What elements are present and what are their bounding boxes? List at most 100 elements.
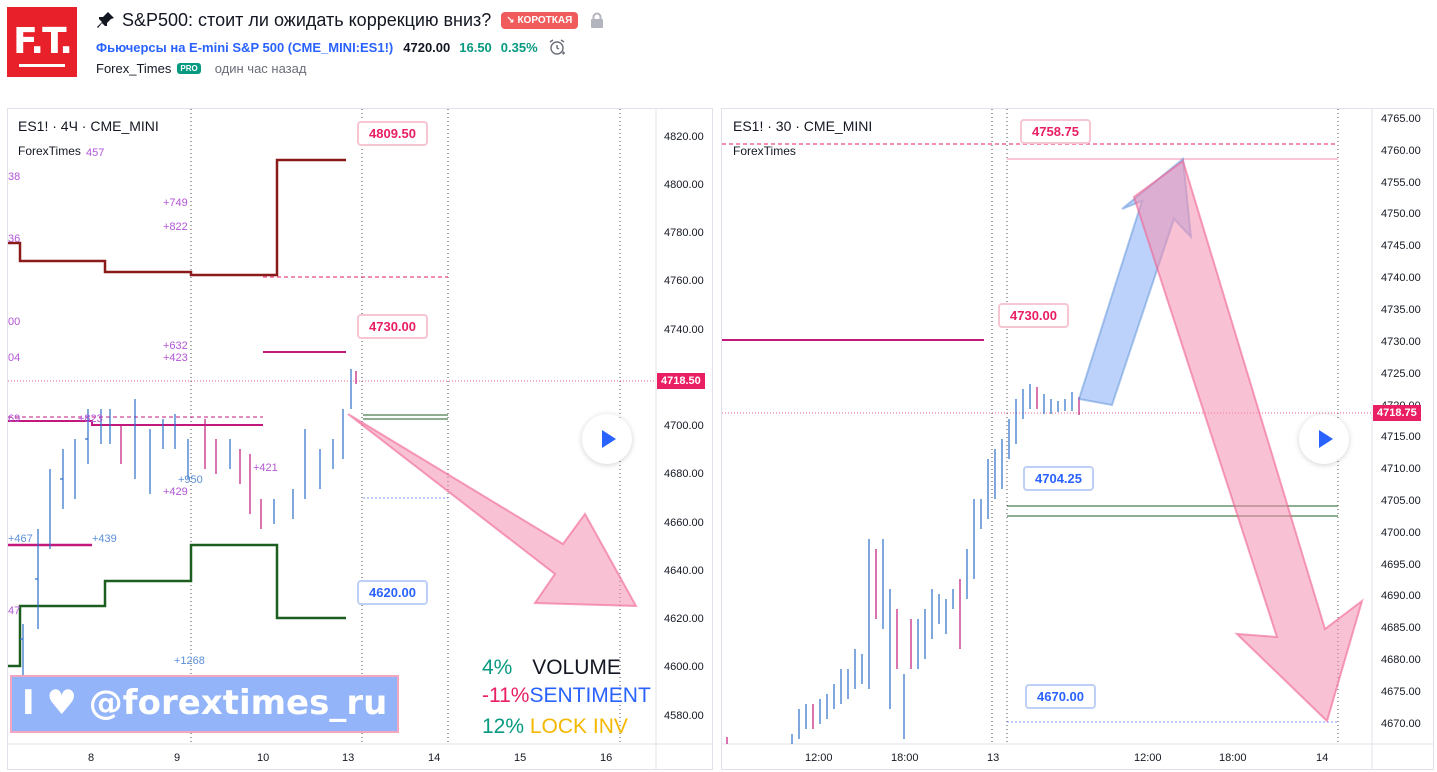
svg-text:18:00: 18:00 xyxy=(891,752,919,764)
play-button-4h[interactable] xyxy=(582,414,632,464)
svg-text:4640.00: 4640.00 xyxy=(664,565,704,577)
ann-36: 36 xyxy=(8,233,20,245)
price-tag-4704: 4704.25 xyxy=(1023,466,1094,491)
price-tag-4670: 4670.00 xyxy=(1025,684,1096,709)
ann-1268: +1268 xyxy=(174,655,205,667)
svg-text:10: 10 xyxy=(257,752,269,764)
symbol-change-percent: 0.35% xyxy=(500,39,538,55)
stat-volume-label: VOLUME xyxy=(532,656,621,679)
chart-30m-title: ES1! · 30 · CME_MINI xyxy=(733,118,873,134)
svg-text:12:00: 12:00 xyxy=(1134,752,1162,764)
svg-text:13: 13 xyxy=(987,752,999,764)
svg-text:18:00: 18:00 xyxy=(1219,752,1247,764)
svg-text:4740.00: 4740.00 xyxy=(664,324,704,336)
svg-text:4685.00: 4685.00 xyxy=(1381,622,1421,634)
svg-text:14: 14 xyxy=(428,752,440,764)
svg-text:4700.00: 4700.00 xyxy=(1381,527,1421,539)
lock-icon xyxy=(591,12,604,28)
stat-sentiment: -11%SENTIMENT xyxy=(482,684,651,708)
ann-421: +421 xyxy=(253,462,278,474)
svg-text:4725.00: 4725.00 xyxy=(1381,368,1421,380)
stat-volume-pct: 4% xyxy=(482,656,513,679)
watermark-banner: I ♥ @forextimes_ru xyxy=(10,675,399,733)
chart-30m[interactable]: 4765.00 4760.00 4755.00 4750.00 4745.00 4740… xyxy=(721,108,1434,770)
ann-429: +429 xyxy=(163,486,188,498)
svg-text:4760.00: 4760.00 xyxy=(664,275,704,287)
idea-header: S&P500: стоит ли ожидать коррекцию вниз?… xyxy=(96,8,1096,78)
svg-text:4700.00: 4700.00 xyxy=(664,420,704,432)
price-tag-4809: 4809.50 xyxy=(357,121,428,146)
svg-text:4800.00: 4800.00 xyxy=(664,179,704,191)
price-tag-4758: 4758.75 xyxy=(1020,119,1091,144)
svg-text:4580.00: 4580.00 xyxy=(664,710,704,722)
stat-sentiment-pct: -11% xyxy=(482,684,530,707)
ann-439: +439 xyxy=(92,533,117,545)
price-tag-4730-right: 4730.00 xyxy=(998,303,1069,328)
svg-text:4705.00: 4705.00 xyxy=(1381,495,1421,507)
current-price-30m: 4718.75 xyxy=(1373,405,1421,421)
svg-text:4820.00: 4820.00 xyxy=(664,131,704,143)
logo-text: F.T. xyxy=(13,21,73,62)
logo-underline xyxy=(19,64,65,67)
ann-69: 69 xyxy=(8,413,20,425)
ann-47: 47 xyxy=(8,605,20,617)
ann-822: +822 xyxy=(163,221,188,233)
chart-4h-canvas: 457 38 +749 +822 36 00 +632 +423 04 69 +… xyxy=(8,109,712,769)
symbol-change: 16.50 xyxy=(459,39,492,55)
symbol-link[interactable]: Фьючерсы на E-mini S&P 500 (CME_MINI:ES1… xyxy=(96,39,394,55)
svg-text:4690.00: 4690.00 xyxy=(1381,590,1421,602)
svg-text:4695.00: 4695.00 xyxy=(1381,559,1421,571)
chart-30m-subtitle: ForexTimes xyxy=(733,144,796,158)
svg-text:4730.00: 4730.00 xyxy=(1381,336,1421,348)
svg-text:15: 15 xyxy=(514,752,526,764)
short-badge: ↘ КОРОТКАЯ xyxy=(501,11,579,29)
ann-467: +467 xyxy=(8,533,33,545)
svg-text:4670.00: 4670.00 xyxy=(1381,718,1421,730)
svg-text:4750.00: 4750.00 xyxy=(1381,208,1421,220)
author-name[interactable]: Forex_Times xyxy=(96,60,172,76)
svg-text:4765.00: 4765.00 xyxy=(1381,113,1421,125)
chart-4h[interactable]: 457 38 +749 +822 36 00 +632 +423 04 69 +… xyxy=(7,108,713,770)
ann-38: 38 xyxy=(8,171,20,183)
chart-4h-subtitle: ForexTimes xyxy=(18,144,81,158)
current-price-4h: 4718.50 xyxy=(657,373,705,389)
svg-text:4660.00: 4660.00 xyxy=(664,517,704,529)
ann-457: 457 xyxy=(86,147,104,159)
svg-text:4675.00: 4675.00 xyxy=(1381,686,1421,698)
price-tag-4620: 4620.00 xyxy=(357,580,428,605)
svg-text:9: 9 xyxy=(174,752,180,764)
stat-lock-label: LOCK INV xyxy=(529,715,628,738)
ann-749: +749 xyxy=(163,197,188,209)
svg-text:4780.00: 4780.00 xyxy=(664,227,704,239)
svg-text:4600.00: 4600.00 xyxy=(664,661,704,673)
svg-text:13: 13 xyxy=(342,752,354,764)
forextimes-logo[interactable]: F.T. xyxy=(7,7,77,77)
stat-lock-inv: 12% LOCK INV xyxy=(482,715,628,739)
svg-text:12:00: 12:00 xyxy=(805,752,833,764)
svg-text:4740.00: 4740.00 xyxy=(1381,272,1421,284)
idea-title: S&P500: стоит ли ожидать коррекцию вниз? xyxy=(122,9,492,30)
svg-text:4680.00: 4680.00 xyxy=(664,468,704,480)
pro-badge: PRO xyxy=(177,62,201,74)
symbol-price: 4720.00 xyxy=(403,39,451,55)
price-axis-30m: 4765.00 4760.00 4755.00 4750.00 4745.00 4740… xyxy=(1381,113,1421,730)
price-tag-4730-left: 4730.00 xyxy=(357,314,428,339)
svg-text:4755.00: 4755.00 xyxy=(1381,177,1421,189)
pin-icon xyxy=(97,12,114,28)
svg-text:4745.00: 4745.00 xyxy=(1381,240,1421,252)
svg-text:14: 14 xyxy=(1316,752,1328,764)
chart-4h-title: ES1! · 4Ч · CME_MINI xyxy=(18,118,159,134)
svg-text:4710.00: 4710.00 xyxy=(1381,463,1421,475)
svg-text:4760.00: 4760.00 xyxy=(1381,145,1421,157)
ann-04: 04 xyxy=(8,352,20,364)
time-axis-4h: 8 9 10 13 14 15 16 xyxy=(88,752,612,764)
svg-text:4620.00: 4620.00 xyxy=(664,613,704,625)
stat-lock-pct: 12% xyxy=(482,715,525,738)
alarm-clock-icon[interactable] xyxy=(548,38,566,56)
ann-823: +823 xyxy=(78,413,103,425)
time-axis-30m: 12:00 18:00 13 12:00 18:00 14 xyxy=(805,752,1328,764)
play-button-30m[interactable] xyxy=(1299,414,1349,464)
svg-text:4680.00: 4680.00 xyxy=(1381,654,1421,666)
ann-632: +632 xyxy=(163,340,188,352)
